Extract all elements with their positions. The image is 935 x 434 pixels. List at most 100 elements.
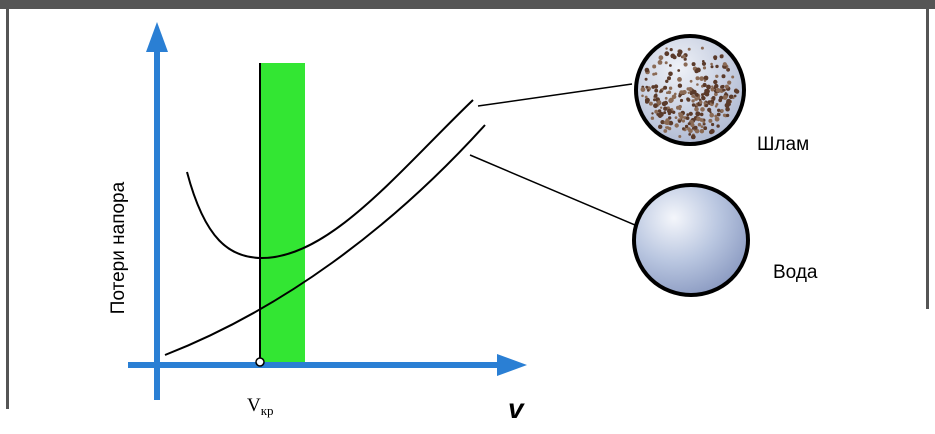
particle	[644, 97, 650, 103]
particle	[682, 90, 687, 95]
particle	[711, 122, 715, 127]
particle	[715, 74, 719, 79]
particle	[687, 122, 691, 126]
particle	[663, 106, 668, 111]
particle	[716, 124, 720, 128]
particle	[710, 87, 715, 92]
water-label: Вода	[773, 262, 818, 283]
particle	[685, 116, 690, 120]
particle	[650, 116, 655, 120]
particle	[664, 61, 668, 65]
frame-right	[926, 9, 929, 309]
particle	[663, 85, 668, 90]
particle	[677, 77, 682, 82]
particle	[667, 126, 672, 131]
slurry-label: Шлам	[757, 134, 809, 155]
particle	[722, 88, 726, 92]
particle	[714, 105, 718, 108]
particle	[688, 133, 692, 136]
particle	[653, 103, 658, 109]
particle	[657, 109, 662, 113]
particle	[696, 83, 699, 86]
particle	[684, 124, 689, 129]
particle	[665, 47, 668, 50]
particle	[715, 64, 719, 69]
particle	[660, 120, 665, 125]
particle	[709, 130, 714, 135]
particle	[734, 89, 740, 94]
particle	[678, 107, 682, 111]
particle	[674, 92, 677, 96]
particle	[695, 67, 701, 73]
water-curve	[164, 124, 486, 356]
particle	[724, 95, 728, 99]
particle	[658, 113, 663, 118]
particle	[701, 93, 704, 97]
particle	[716, 112, 721, 117]
particle	[674, 116, 678, 119]
particle	[652, 64, 657, 69]
particle	[645, 85, 649, 89]
frame-left	[6, 9, 9, 409]
particle	[644, 67, 650, 73]
particle	[699, 112, 704, 117]
y-axis-label: Потери напора	[108, 181, 129, 314]
particle	[731, 75, 735, 79]
particle	[641, 94, 644, 98]
particle	[654, 72, 658, 76]
particle	[719, 95, 724, 100]
particle	[720, 85, 724, 89]
particle	[688, 111, 693, 116]
water-sphere	[632, 183, 750, 297]
particle	[702, 120, 706, 124]
particle	[725, 106, 730, 112]
particle	[700, 46, 704, 50]
particle	[703, 126, 708, 131]
particle	[725, 113, 730, 118]
particle	[713, 79, 718, 85]
particle	[695, 111, 701, 117]
particle	[733, 94, 737, 98]
particle	[711, 85, 714, 88]
particle	[668, 116, 672, 120]
particle	[678, 104, 682, 109]
particle	[686, 113, 690, 117]
particle	[714, 116, 720, 122]
particle	[640, 87, 646, 92]
particle	[696, 116, 701, 122]
particle	[727, 80, 732, 85]
particle	[720, 109, 724, 113]
particle	[686, 87, 690, 91]
particle	[665, 126, 668, 129]
particle	[683, 62, 688, 67]
particle	[666, 118, 670, 122]
particle	[690, 122, 695, 128]
particle	[719, 54, 724, 59]
particle	[678, 112, 684, 118]
particle	[728, 94, 734, 99]
particle	[699, 129, 705, 134]
particle	[663, 111, 667, 115]
particle	[695, 76, 700, 81]
particle	[687, 127, 691, 131]
particle	[717, 108, 721, 113]
particle	[715, 88, 721, 93]
particle	[690, 134, 696, 140]
particle	[653, 93, 658, 98]
particle	[657, 100, 662, 105]
particle	[705, 88, 710, 94]
particle	[670, 53, 676, 59]
particle	[706, 84, 711, 90]
particle	[678, 135, 682, 138]
particle	[658, 55, 664, 61]
particle	[654, 109, 659, 114]
particle	[687, 47, 691, 51]
particle	[709, 112, 714, 118]
particle	[669, 48, 673, 52]
particle	[699, 76, 705, 81]
particle	[663, 100, 668, 106]
particle	[651, 112, 654, 115]
critical-velocity-subscript: кр	[261, 403, 274, 418]
x-axis-arrow	[497, 354, 527, 376]
particle	[648, 101, 653, 106]
